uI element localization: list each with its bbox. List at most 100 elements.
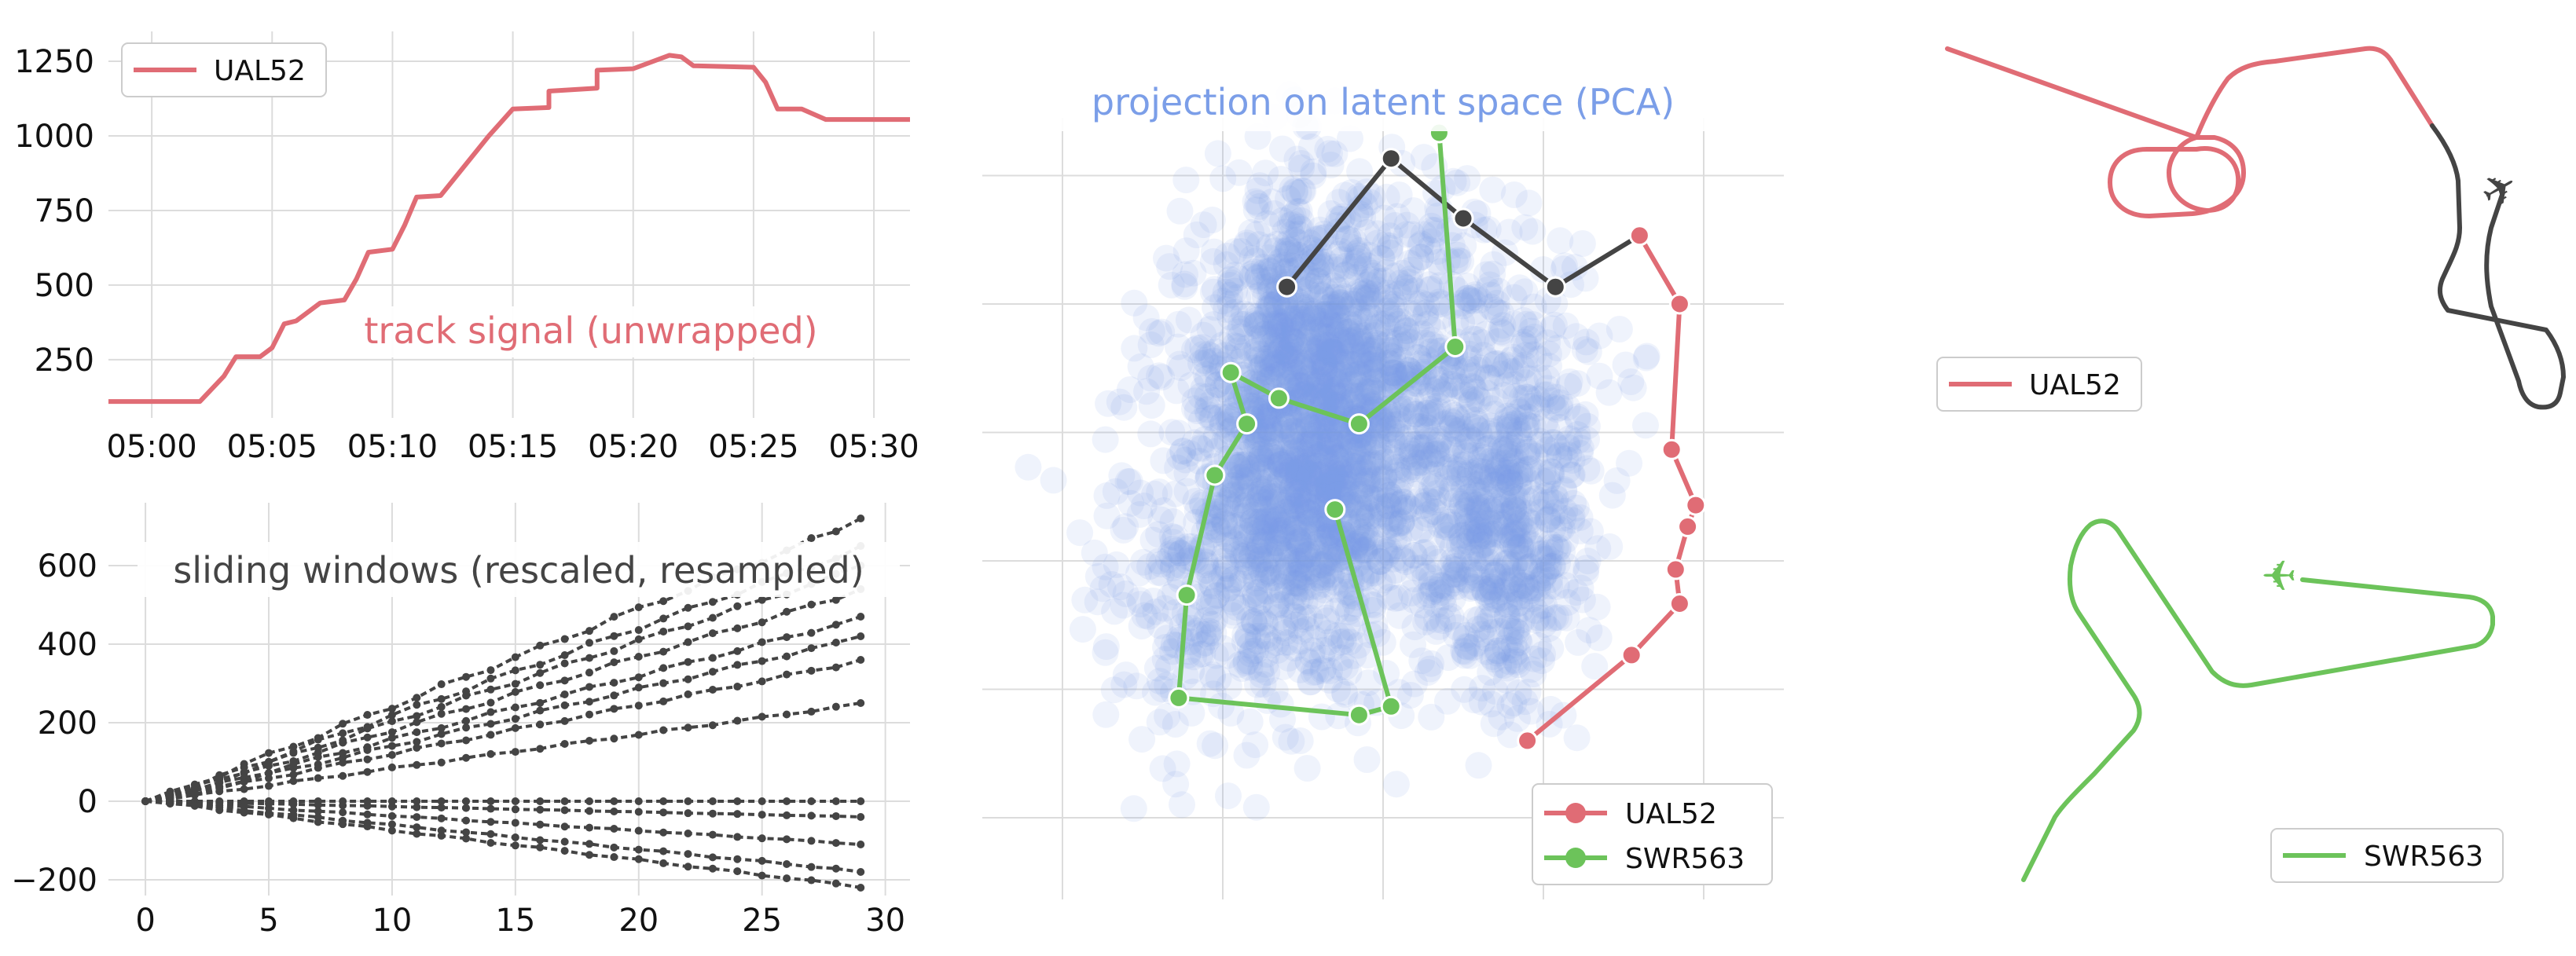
latent-point bbox=[1309, 429, 1337, 456]
latent-point bbox=[1319, 428, 1346, 456]
latent-point bbox=[1272, 543, 1300, 570]
sliding-window-point bbox=[659, 726, 668, 734]
latent-point bbox=[1334, 350, 1362, 378]
latent-point bbox=[1344, 240, 1371, 267]
latent-point bbox=[1333, 475, 1360, 503]
latent-point bbox=[1250, 320, 1278, 348]
latent-point bbox=[1387, 405, 1415, 432]
latent-point bbox=[1314, 464, 1341, 492]
latent-point bbox=[1294, 559, 1322, 585]
latent-point bbox=[1244, 551, 1271, 578]
latent-point bbox=[1225, 318, 1253, 346]
sliding-window-point bbox=[363, 822, 372, 831]
latent-point bbox=[1040, 467, 1067, 494]
latent-point bbox=[1323, 444, 1350, 471]
latent-marker-dark bbox=[1276, 276, 1298, 298]
latent-point bbox=[1353, 746, 1381, 773]
latent-point bbox=[1400, 455, 1428, 482]
latent-point bbox=[1071, 586, 1099, 614]
latent-point bbox=[1583, 593, 1611, 621]
latent-point bbox=[1300, 353, 1327, 380]
latent-point bbox=[1209, 635, 1237, 662]
latent-point bbox=[1164, 454, 1191, 482]
latent-point bbox=[1305, 478, 1333, 505]
latent-point bbox=[1316, 518, 1344, 546]
latent-point bbox=[1338, 350, 1366, 378]
latent-point bbox=[1528, 592, 1556, 620]
latent-point bbox=[1330, 283, 1358, 310]
sliding-window-point bbox=[831, 797, 840, 805]
latent-point bbox=[1264, 332, 1291, 360]
sliding-window-point bbox=[560, 701, 569, 709]
latent-point bbox=[1321, 358, 1349, 386]
latent-point bbox=[1253, 351, 1281, 379]
latent-point bbox=[1348, 507, 1375, 535]
sliding-window-point bbox=[536, 681, 545, 690]
latent-point bbox=[1346, 437, 1374, 464]
windows-x-tick-label: 30 bbox=[865, 903, 905, 939]
latent-point bbox=[1295, 412, 1322, 440]
latent-point bbox=[1352, 278, 1380, 306]
latent-point bbox=[1267, 361, 1294, 388]
track-x-tick-label: 05:15 bbox=[468, 429, 558, 465]
sliding-window-point bbox=[437, 831, 446, 840]
legend-swr563-label: SWR563 bbox=[1625, 843, 1745, 875]
latent-point bbox=[1165, 333, 1191, 361]
latent-point bbox=[1279, 202, 1307, 229]
latent-point bbox=[1321, 470, 1349, 497]
latent-point bbox=[1296, 430, 1323, 457]
latent-point bbox=[1272, 251, 1299, 279]
latent-point bbox=[1257, 438, 1284, 465]
sliding-window-point bbox=[387, 711, 396, 720]
latent-point bbox=[1267, 451, 1294, 478]
sliding-window-point bbox=[610, 705, 618, 713]
sliding-window-point bbox=[659, 597, 668, 606]
latent-point bbox=[1338, 371, 1364, 397]
latent-point bbox=[1294, 331, 1321, 359]
latent-point bbox=[1256, 541, 1283, 569]
latent-point bbox=[1289, 495, 1316, 522]
latent-point bbox=[1256, 423, 1283, 451]
latent-point bbox=[1322, 339, 1349, 367]
sliding-window-point bbox=[413, 830, 421, 838]
latent-point bbox=[1332, 350, 1359, 378]
sliding-window-point bbox=[363, 724, 372, 733]
latent-point bbox=[1563, 724, 1591, 752]
latent-marker-swr563 bbox=[1268, 387, 1290, 409]
latent-point bbox=[1272, 295, 1300, 322]
latent-point bbox=[1288, 154, 1316, 181]
swr563-trajectory-panel: ✈ SWR563 bbox=[2021, 518, 2504, 883]
sliding-window-point bbox=[708, 598, 717, 606]
latent-point bbox=[1313, 523, 1341, 550]
latent-point bbox=[1303, 337, 1330, 364]
latent-point bbox=[1493, 460, 1521, 487]
sliding-window-point bbox=[437, 814, 446, 822]
latent-point bbox=[1275, 440, 1302, 467]
latent-point bbox=[1224, 284, 1252, 311]
legend-ual52-marker bbox=[1565, 803, 1586, 823]
latent-point bbox=[1240, 354, 1268, 382]
sliding-window-point bbox=[314, 753, 322, 761]
latent-point bbox=[1285, 455, 1312, 482]
latent-marker-swr563 bbox=[1348, 704, 1370, 726]
latent-point bbox=[1263, 310, 1290, 337]
sliding-window-point bbox=[560, 716, 569, 725]
latent-point bbox=[1329, 471, 1356, 498]
sliding-window-point bbox=[289, 814, 298, 822]
latent-point bbox=[1355, 336, 1382, 364]
latent-point bbox=[1275, 366, 1303, 394]
sliding-window-point bbox=[437, 804, 446, 812]
latent-point bbox=[1316, 140, 1343, 167]
latent-point bbox=[1214, 404, 1242, 431]
latent-point bbox=[1346, 350, 1374, 377]
latent-point bbox=[1267, 166, 1294, 193]
latent-point bbox=[1585, 625, 1613, 651]
latent-point bbox=[1348, 328, 1374, 355]
latent-point bbox=[1394, 493, 1421, 521]
latent-point bbox=[1360, 345, 1388, 372]
latent-point bbox=[1389, 546, 1416, 573]
latent-point bbox=[1318, 544, 1345, 571]
latent-point bbox=[1245, 485, 1272, 513]
latent-point bbox=[1349, 382, 1375, 408]
latent-point bbox=[1295, 296, 1323, 324]
